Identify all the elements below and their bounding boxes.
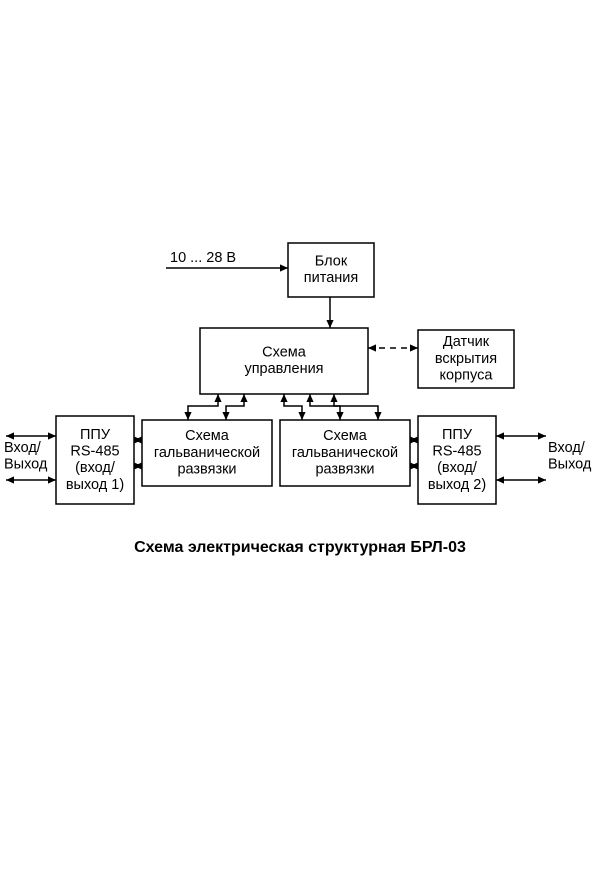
io_left-label: Выход [4,457,48,473]
control-label: Схема [262,344,307,360]
ppu2-label: выход 2) [428,477,486,493]
galv1-label: Схема [185,428,230,444]
io_left-label: Вход/ [4,440,42,456]
power-label: питания [304,270,358,286]
power-label: Блок [315,253,348,269]
control-label: управления [244,361,323,377]
galv1-label: развязки [177,462,236,478]
ppu1-label: ППУ [80,427,111,443]
ppu2-label: RS-485 [432,443,481,459]
galv2-label: Схема [323,428,368,444]
galv2-label: гальванической [292,445,398,461]
sensor-label: Датчик [443,334,490,350]
ppu2-label: (вход/ [437,460,478,476]
sensor-label: вскрытия [435,351,497,367]
ppu2-label: ППУ [442,427,473,443]
voltage_label-label: 10 ... 28 В [170,250,236,266]
ppu1-label: (вход/ [75,460,116,476]
io_right-label: Вход/ [548,440,586,456]
sensor-label: корпуса [440,368,494,384]
block-diagram: Блокпитания10 ... 28 ВСхемауправленияДат… [0,0,600,888]
io_right-label: Выход [548,457,592,473]
ppu1-label: выход 1) [66,477,124,493]
galv2-label: развязки [315,462,374,478]
galv1-label: гальванической [154,445,260,461]
diagram-caption: Схема электрическая структурная БРЛ-03 [134,539,466,556]
ppu1-label: RS-485 [70,443,119,459]
